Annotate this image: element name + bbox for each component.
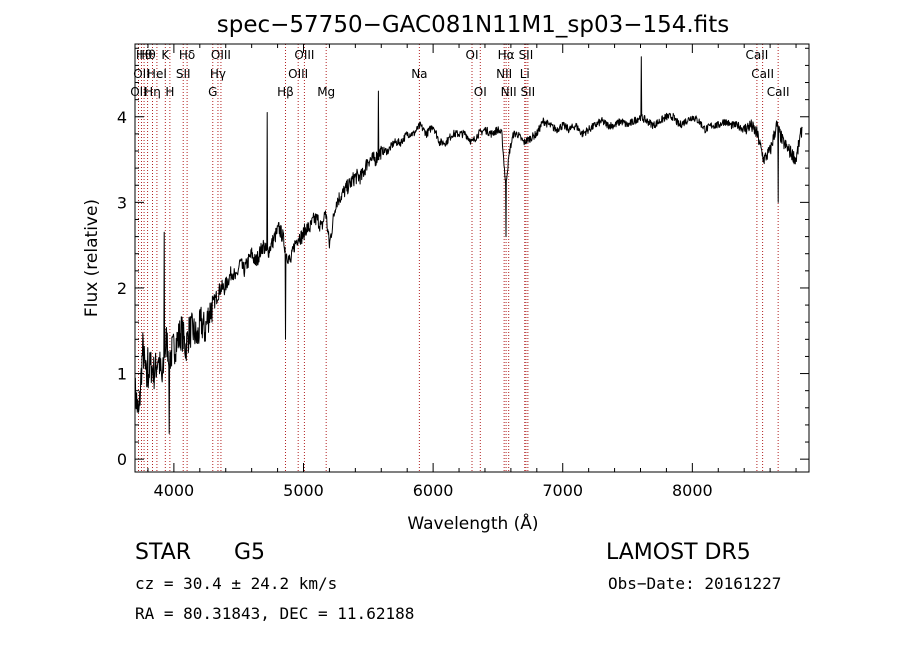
plot-frame: [134, 43, 810, 473]
line-marker-label: Hθ: [136, 48, 152, 62]
line-marker-label: SII: [519, 48, 534, 62]
line-marker-label: OIII: [211, 48, 231, 62]
line-marker-label: SII: [176, 67, 191, 81]
line-marker-label: NII: [496, 67, 512, 81]
redshift-velocity: cz = 30.4 ± 24.2 km/s: [135, 574, 338, 593]
line-marker-label: CaII: [745, 48, 768, 62]
line-marker-label: Hθ: [139, 48, 155, 62]
x-tick-label: 7000: [542, 481, 583, 500]
x-tick-label: 8000: [672, 481, 713, 500]
line-marker-label: Hδ: [179, 48, 195, 62]
plot-series: [134, 56, 803, 434]
line-marker-label: H: [165, 85, 174, 99]
line-marker-label: CaII: [767, 85, 790, 99]
y-axis-label: Flux (relative): [82, 199, 102, 317]
object-class: STAR: [135, 540, 192, 565]
line-marker-label: Li: [520, 67, 530, 81]
line-marker-label: SII: [521, 85, 536, 99]
observation-date: Obs−Date: 20161227: [608, 574, 782, 593]
x-axis: 4000 5000 6000 7000 8000: [147, 44, 797, 500]
line-marker-label: Hα: [498, 48, 515, 62]
spectral-line-markers: [137, 44, 779, 472]
y-tick-label: 0: [117, 450, 127, 469]
line-marker-label: K: [161, 48, 170, 62]
x-axis-label: Wavelength (Å): [407, 512, 538, 534]
line-marker-label: OII: [130, 85, 147, 99]
line-marker-label: Hγ: [210, 67, 226, 81]
line-marker-label: Na: [411, 67, 427, 81]
line-marker-label: CaII: [751, 67, 774, 81]
line-marker-label: HeI: [147, 67, 167, 81]
line-marker-label: Hη: [144, 85, 161, 99]
line-marker-label: Hβ: [277, 85, 294, 99]
y-tick-label: 1: [117, 365, 127, 384]
spectral-subclass: G5: [234, 540, 266, 565]
line-marker-label: OI: [466, 48, 479, 62]
x-tick-label: 5000: [283, 481, 324, 500]
line-marker-label: G: [208, 85, 217, 99]
x-tick-label: 6000: [413, 481, 454, 500]
line-marker-label: OIII: [294, 48, 314, 62]
y-axis: 0 1 2 3 4: [117, 47, 809, 469]
y-tick-label: 4: [117, 108, 127, 127]
line-marker-label: NII: [501, 85, 517, 99]
survey-name: LAMOST DR5: [606, 540, 751, 565]
y-tick-label: 2: [117, 279, 127, 298]
y-tick-label: 3: [117, 193, 127, 212]
spectral-line-labels: OIIOIIHθHθHηHeIKHSIIHδGHγOIIIHβOIIIOIIIM…: [130, 48, 789, 99]
line-marker-label: Mg: [317, 85, 335, 99]
line-marker-label: OII: [133, 67, 150, 81]
x-tick-label: 4000: [154, 481, 195, 500]
chart-title: spec−57750−GAC081N11M1_sp03−154.fits: [217, 12, 729, 38]
line-marker-label: OIII: [288, 67, 308, 81]
line-marker-label: OI: [474, 85, 487, 99]
spectrum-line: [134, 56, 803, 434]
sky-coordinates: RA = 80.31843, DEC = 11.62188: [135, 604, 415, 623]
